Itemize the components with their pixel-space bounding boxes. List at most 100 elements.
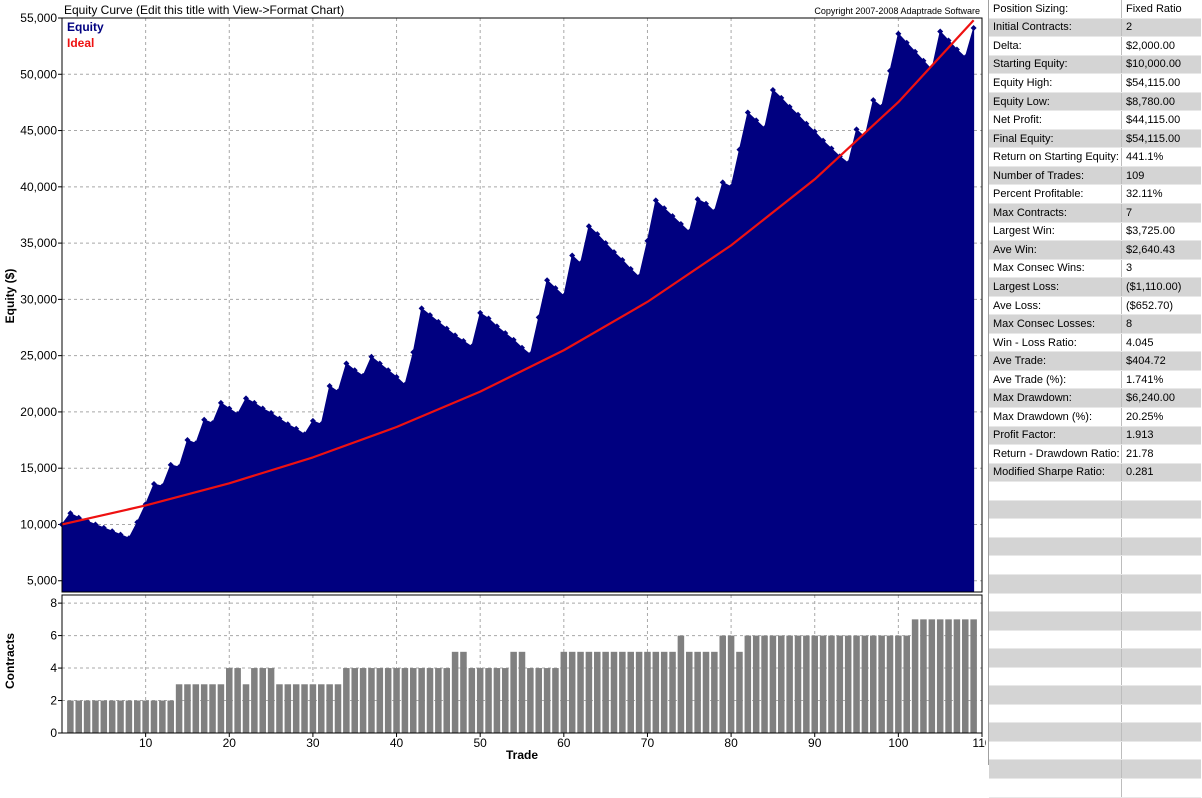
equity-point bbox=[234, 411, 241, 418]
contracts-bar bbox=[242, 684, 250, 733]
stat-label: Max Contracts: bbox=[989, 203, 1122, 223]
trade-x-tick-label: 100 bbox=[888, 736, 908, 750]
contracts-bar bbox=[209, 684, 216, 733]
contracts-bar bbox=[819, 635, 827, 733]
stat-value: 3 bbox=[1121, 259, 1201, 279]
equity-point bbox=[878, 103, 885, 110]
equity-point bbox=[694, 196, 701, 203]
contracts-bar bbox=[886, 635, 894, 733]
stat-value: $10,000.00 bbox=[1121, 55, 1201, 75]
stat-value bbox=[1121, 611, 1201, 631]
equity-chart: Equity Curve (Edit this title with View-… bbox=[3, 3, 986, 762]
equity-point bbox=[452, 332, 459, 339]
equity-point bbox=[761, 125, 768, 132]
equity-point bbox=[853, 126, 860, 133]
contracts-bar bbox=[752, 635, 760, 733]
stat-value bbox=[1121, 741, 1201, 761]
stat-label bbox=[989, 722, 1122, 742]
contracts-bar bbox=[443, 668, 450, 733]
contracts-bar bbox=[435, 668, 442, 733]
contracts-bar bbox=[853, 635, 860, 733]
contracts-bar bbox=[309, 684, 317, 733]
contracts-bar bbox=[125, 700, 133, 733]
contracts-y-tick-label: 6 bbox=[50, 629, 57, 643]
equity-point bbox=[418, 305, 425, 312]
ideal-series bbox=[61, 19, 975, 526]
stat-label: Win - Loss Ratio: bbox=[989, 333, 1122, 353]
stats-row bbox=[989, 704, 1201, 724]
stat-value: $54,115.00 bbox=[1121, 129, 1201, 149]
stat-value: ($652.70) bbox=[1121, 296, 1201, 316]
equity-y-tick-label: 55,000 bbox=[20, 11, 57, 25]
stat-label bbox=[989, 778, 1122, 798]
contracts-bar bbox=[552, 668, 559, 733]
stat-label: Max Drawdown: bbox=[989, 388, 1122, 409]
equity-point bbox=[284, 421, 291, 428]
stat-label: Position Sizing: bbox=[989, 0, 1122, 19]
equity-y-tick-label: 35,000 bbox=[20, 236, 57, 250]
stat-label bbox=[989, 741, 1122, 761]
equity-point bbox=[686, 228, 693, 235]
stats-row: Max Consec Wins: 3 bbox=[989, 259, 1201, 279]
stat-value: $3,725.00 bbox=[1121, 222, 1201, 242]
contracts-y-axis-label: Contracts bbox=[3, 633, 17, 689]
contracts-bar bbox=[602, 651, 609, 733]
equity-point bbox=[92, 521, 99, 528]
equity-y-axis-label: Equity ($) bbox=[3, 269, 17, 324]
stat-label bbox=[989, 667, 1122, 687]
contracts-bar bbox=[100, 700, 108, 733]
contracts-bar bbox=[786, 635, 793, 733]
contracts-plot-frame bbox=[61, 594, 983, 734]
equity-point bbox=[368, 353, 375, 360]
equity-point bbox=[828, 145, 835, 152]
equity-point bbox=[820, 137, 827, 144]
contracts-bar bbox=[970, 619, 977, 733]
stat-value: 1.741% bbox=[1121, 370, 1201, 390]
ideal-line bbox=[61, 19, 975, 526]
contracts-bar bbox=[343, 668, 350, 733]
stats-row bbox=[989, 685, 1201, 705]
contracts-bar bbox=[75, 700, 82, 733]
stat-label bbox=[989, 611, 1122, 631]
stat-value: $8,780.00 bbox=[1121, 92, 1201, 112]
stat-value: $6,240.00 bbox=[1121, 388, 1201, 409]
stat-value: $54,115.00 bbox=[1121, 73, 1201, 93]
stat-label bbox=[989, 500, 1122, 520]
equity-point bbox=[318, 421, 325, 428]
contracts-bar bbox=[359, 668, 367, 733]
contracts-bar bbox=[878, 635, 885, 733]
stat-label bbox=[989, 704, 1122, 724]
stat-label: Equity Low: bbox=[989, 92, 1122, 112]
contracts-bar bbox=[870, 635, 877, 733]
contracts-bar bbox=[543, 668, 551, 733]
chart-title[interactable]: Equity Curve (Edit this title with View-… bbox=[64, 3, 344, 17]
contracts-bar bbox=[108, 700, 116, 733]
equity-point bbox=[326, 383, 333, 390]
equity-point bbox=[460, 338, 467, 345]
stat-value: 21.78 bbox=[1121, 444, 1201, 464]
contracts-bar bbox=[911, 619, 919, 733]
stats-row bbox=[989, 759, 1201, 779]
stats-row: Number of Trades: 109 bbox=[989, 166, 1201, 186]
trade-x-tick-label: 60 bbox=[557, 736, 571, 750]
contracts-bar bbox=[284, 684, 292, 733]
contracts-bar bbox=[828, 635, 835, 733]
equity-point bbox=[577, 260, 584, 267]
equity-y-tick-label: 45,000 bbox=[20, 124, 57, 138]
stats-row: Max Drawdown: $6,240.00 bbox=[989, 388, 1201, 409]
contracts-bar bbox=[326, 684, 333, 733]
equity-point bbox=[560, 292, 567, 299]
equity-point bbox=[778, 94, 785, 101]
contracts-bar bbox=[318, 684, 325, 733]
contracts-bar bbox=[200, 684, 208, 733]
stat-label: Equity High: bbox=[989, 73, 1122, 93]
contracts-bar bbox=[259, 668, 266, 733]
equity-point bbox=[226, 405, 233, 412]
stat-value: ($1,110.00) bbox=[1121, 277, 1201, 297]
stats-row: Ave Loss: ($652.70) bbox=[989, 296, 1201, 316]
contracts-bar bbox=[393, 668, 400, 733]
contracts-bar bbox=[644, 651, 651, 733]
equity-point bbox=[293, 425, 300, 432]
contracts-bar bbox=[945, 619, 952, 733]
equity-point bbox=[435, 318, 442, 325]
